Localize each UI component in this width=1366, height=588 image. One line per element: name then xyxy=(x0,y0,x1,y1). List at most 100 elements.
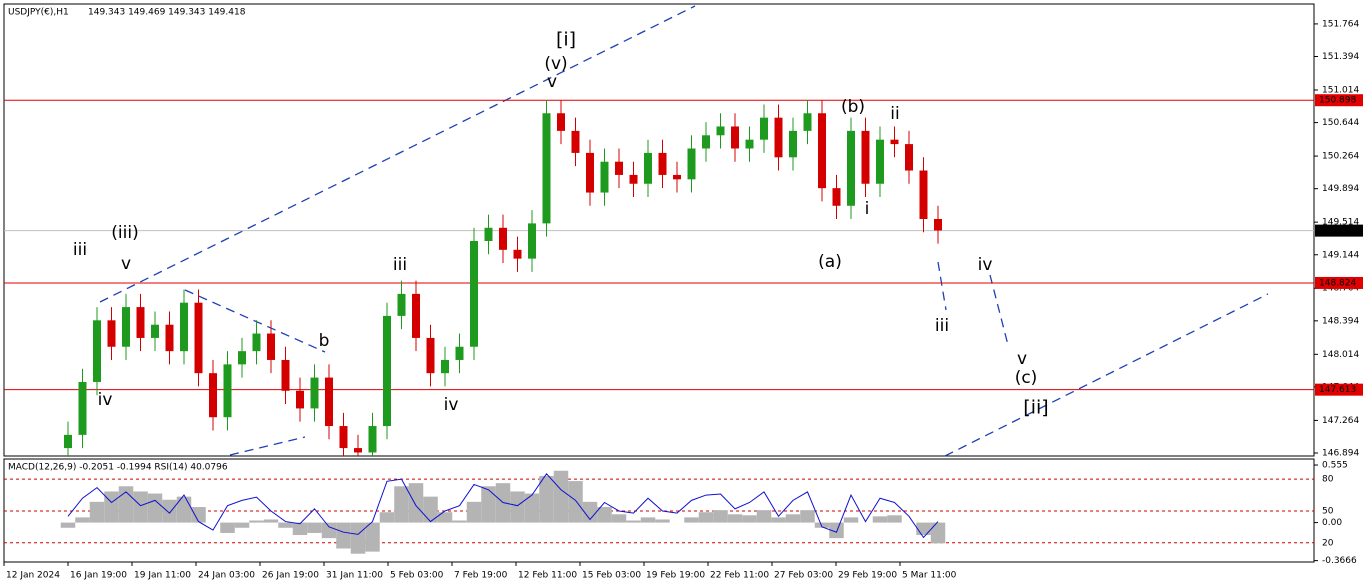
candle-body xyxy=(412,293,420,338)
macd-bar xyxy=(234,522,250,528)
wave-label: (iii) xyxy=(111,223,138,243)
candle-body xyxy=(832,188,841,206)
candle-body xyxy=(615,161,623,175)
macd-bar xyxy=(684,517,699,523)
macd-bar xyxy=(263,519,279,523)
wave-label: i xyxy=(865,199,870,219)
y-tick-label: 149.894 xyxy=(1322,184,1359,194)
macd-bar xyxy=(249,520,264,523)
macd-bar xyxy=(597,507,612,523)
candle-body xyxy=(803,113,812,131)
wave-label: v xyxy=(1017,349,1027,369)
macd-bar xyxy=(466,501,482,523)
wave-label: iii xyxy=(393,255,407,275)
candle-body xyxy=(151,324,159,338)
candle-body xyxy=(281,359,290,391)
candle-body xyxy=(383,315,391,427)
candle-body xyxy=(774,117,783,158)
x-tick-label: 12 Jan 2024 xyxy=(6,571,60,581)
wave-label: v xyxy=(121,254,131,274)
macd-bar xyxy=(611,514,627,523)
macd-bar xyxy=(423,496,438,523)
y-tick-label: 151.014 xyxy=(1322,85,1359,95)
trendline xyxy=(184,289,326,353)
wave-label: b xyxy=(319,331,330,351)
candle-body xyxy=(223,364,232,418)
candle-body xyxy=(470,241,478,347)
wave-label: (v) xyxy=(544,54,567,74)
candle-body xyxy=(368,426,377,453)
macd-bar xyxy=(437,512,453,523)
macd-bar xyxy=(872,516,888,523)
macd-bar xyxy=(713,510,728,523)
trendlines xyxy=(99,5,1269,457)
trendline xyxy=(229,436,306,456)
candle-body xyxy=(122,307,130,347)
candle-body xyxy=(78,381,87,435)
projection xyxy=(937,261,947,311)
candle-body xyxy=(267,333,275,360)
trendline xyxy=(99,5,696,303)
candle-body xyxy=(934,218,942,231)
y-tick-label: 149.144 xyxy=(1322,250,1359,260)
macd-bar xyxy=(191,507,206,523)
candle-body xyxy=(528,223,536,259)
candle-body xyxy=(818,113,826,189)
macd-bar xyxy=(785,514,801,523)
macd-tick-label: 0.00 xyxy=(1322,518,1342,528)
current-price-label: 149.418 xyxy=(1319,226,1356,236)
macd-bar xyxy=(524,493,540,523)
level-tag xyxy=(1315,276,1363,289)
macd-bar xyxy=(452,520,467,523)
macd-bar xyxy=(75,517,90,523)
candle-body xyxy=(180,302,188,352)
x-tick-label: 5 Mar 11:00 xyxy=(902,571,957,581)
x-tick-label: 16 Jan 19:00 xyxy=(70,571,127,581)
candle-body xyxy=(325,377,333,427)
x-tick-label: 31 Jan 11:00 xyxy=(326,571,383,581)
y-tick-label: 150.644 xyxy=(1322,118,1359,128)
wave-label: iv xyxy=(444,395,459,415)
indicator-title: MACD(12,26,9) -0.2051 -0.1994 RSI(14) 40… xyxy=(8,463,228,473)
wave-labels: [i] (v) v (iii) v iii iv b iii iv (b) ii… xyxy=(73,29,1049,419)
wave-label: iii xyxy=(73,240,87,260)
x-tick-label: 26 Jan 19:00 xyxy=(262,571,319,581)
x-tick-label: 24 Jan 03:00 xyxy=(198,571,255,581)
x-tick-label: 29 Feb 19:00 xyxy=(838,571,897,581)
candles xyxy=(64,100,942,456)
candle-body xyxy=(905,144,913,171)
candle-body xyxy=(426,337,435,374)
quote: 149.343 149.469 149.343 149.418 xyxy=(88,8,246,18)
level-label: 147.613 xyxy=(1319,385,1356,395)
y-tick-label: 148.394 xyxy=(1322,316,1359,326)
wave-label: iii xyxy=(935,316,949,336)
rsi-tick-label: 80 xyxy=(1322,475,1334,485)
wave-label: iv xyxy=(98,390,113,410)
x-tick-label: 12 Feb 11:00 xyxy=(518,571,577,581)
macd-bar xyxy=(640,517,656,523)
macd-bar xyxy=(626,520,641,523)
macd-bar xyxy=(916,522,931,536)
candle-body xyxy=(354,448,362,453)
projection xyxy=(989,274,1009,346)
macd-bar xyxy=(742,515,757,523)
macd-bar xyxy=(756,510,772,523)
candle-body xyxy=(310,377,319,409)
y-tick-label: 151.394 xyxy=(1322,52,1359,62)
candle-body xyxy=(194,302,203,374)
candle-body xyxy=(629,174,638,184)
macd-bar xyxy=(727,514,743,523)
x-tick-label: 5 Feb 03:00 xyxy=(390,571,444,581)
macd-bar xyxy=(220,522,235,533)
macd-bar xyxy=(321,522,337,539)
candle-body xyxy=(571,130,580,153)
candle-body xyxy=(687,148,696,180)
macd-bar xyxy=(887,515,902,523)
macd-bar xyxy=(843,517,859,523)
candle-body xyxy=(455,346,464,360)
macd-bar xyxy=(307,522,322,533)
candle-body xyxy=(890,139,899,145)
candle-body xyxy=(731,126,739,149)
x-tick-label: 19 Feb 19:00 xyxy=(646,571,705,581)
candle-body xyxy=(919,170,928,219)
